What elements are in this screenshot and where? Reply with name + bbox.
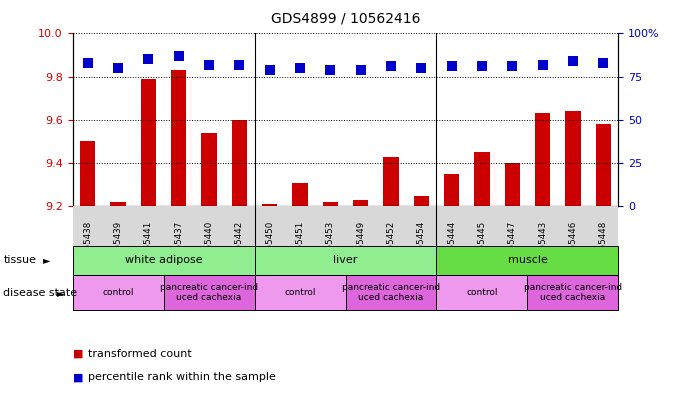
- Point: [143, 56, 154, 62]
- Point: [386, 63, 397, 70]
- Point: [234, 61, 245, 68]
- Text: pancreatic cancer-ind
uced cachexia: pancreatic cancer-ind uced cachexia: [342, 283, 440, 303]
- Text: white adipose: white adipose: [124, 255, 202, 265]
- Text: control: control: [102, 288, 134, 297]
- Text: control: control: [466, 288, 498, 297]
- Bar: [504, 163, 520, 206]
- Point: [325, 66, 336, 73]
- Bar: [164, 275, 254, 310]
- Bar: [254, 246, 437, 275]
- Text: control: control: [284, 288, 316, 297]
- Point: [537, 61, 548, 68]
- Text: ■: ■: [73, 349, 83, 359]
- Bar: [444, 174, 460, 206]
- Bar: [202, 133, 216, 206]
- Point: [567, 58, 578, 64]
- Bar: [231, 120, 247, 206]
- Point: [113, 65, 124, 71]
- Point: [598, 60, 609, 66]
- Point: [507, 63, 518, 70]
- Bar: [73, 246, 254, 275]
- Text: liver: liver: [333, 255, 358, 265]
- Text: pancreatic cancer-ind
uced cachexia: pancreatic cancer-ind uced cachexia: [524, 283, 622, 303]
- Text: pancreatic cancer-ind
uced cachexia: pancreatic cancer-ind uced cachexia: [160, 283, 258, 303]
- Bar: [171, 70, 187, 206]
- Text: ►: ►: [43, 255, 50, 265]
- Bar: [111, 202, 126, 206]
- Text: ■: ■: [73, 372, 83, 382]
- Point: [416, 65, 427, 71]
- Bar: [254, 275, 346, 310]
- Text: disease state: disease state: [3, 288, 77, 298]
- Bar: [353, 200, 368, 206]
- Bar: [323, 202, 338, 206]
- Point: [203, 61, 214, 68]
- Text: percentile rank within the sample: percentile rank within the sample: [88, 372, 276, 382]
- Text: GDS4899 / 10562416: GDS4899 / 10562416: [271, 12, 420, 26]
- Bar: [384, 157, 399, 206]
- Bar: [596, 124, 611, 206]
- Point: [82, 60, 93, 66]
- Bar: [437, 275, 527, 310]
- Text: tissue: tissue: [3, 255, 37, 265]
- Bar: [437, 246, 618, 275]
- Point: [446, 63, 457, 70]
- Text: ►: ►: [57, 288, 64, 298]
- Bar: [292, 182, 307, 206]
- Bar: [80, 141, 95, 206]
- Text: transformed count: transformed count: [88, 349, 191, 359]
- Bar: [141, 79, 156, 206]
- Bar: [262, 204, 277, 206]
- Text: muscle: muscle: [507, 255, 547, 265]
- Bar: [346, 275, 437, 310]
- Point: [294, 65, 305, 71]
- Bar: [565, 111, 580, 206]
- Point: [264, 66, 275, 73]
- Bar: [73, 275, 164, 310]
- Bar: [475, 152, 489, 206]
- Point: [173, 53, 184, 59]
- Point: [355, 66, 366, 73]
- Bar: [414, 196, 429, 206]
- Point: [477, 63, 488, 70]
- Bar: [535, 113, 550, 206]
- Bar: [527, 275, 618, 310]
